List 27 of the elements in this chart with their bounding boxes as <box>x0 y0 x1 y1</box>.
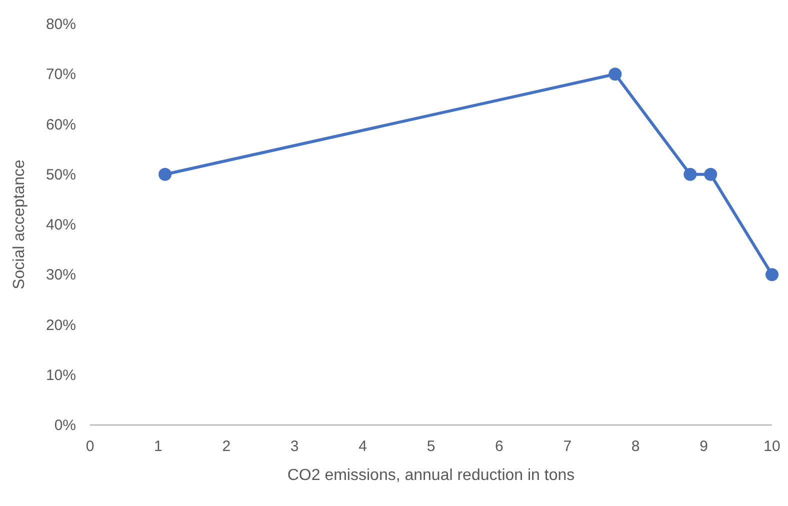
y-tick-label: 30% <box>46 266 76 284</box>
x-axis-title: CO2 emissions, annual reduction in tons <box>287 467 575 484</box>
x-tick-label: 9 <box>700 438 708 455</box>
y-tick-label: 40% <box>46 216 76 234</box>
x-tick-label: 3 <box>290 438 299 455</box>
x-tick-label: 1 <box>154 438 162 455</box>
y-tick-label: 60% <box>46 116 76 134</box>
point <box>158 168 172 181</box>
y-tick-label: 50% <box>46 166 76 184</box>
y-tick-label: 10% <box>46 366 76 384</box>
x-tick-label: 7 <box>563 438 572 455</box>
x-tick-label: 2 <box>222 438 231 455</box>
y-axis-title: Social acceptance <box>11 159 28 290</box>
x-tick-label: 6 <box>495 438 504 455</box>
y-tick-label: 20% <box>46 316 76 334</box>
x-tick-label: 5 <box>426 438 436 455</box>
point <box>684 168 697 181</box>
x-tick-label: 10 <box>764 438 780 455</box>
point <box>704 168 718 181</box>
y-tick-label: 70% <box>46 66 76 84</box>
y-tick-label: 80% <box>46 16 76 33</box>
y-tick-label: 0% <box>54 417 76 434</box>
point <box>608 68 622 81</box>
point <box>766 268 778 282</box>
x-tick-label: 4 <box>358 438 367 455</box>
x-tick-label: 0 <box>86 438 94 455</box>
x-tick-label: 8 <box>631 438 640 455</box>
